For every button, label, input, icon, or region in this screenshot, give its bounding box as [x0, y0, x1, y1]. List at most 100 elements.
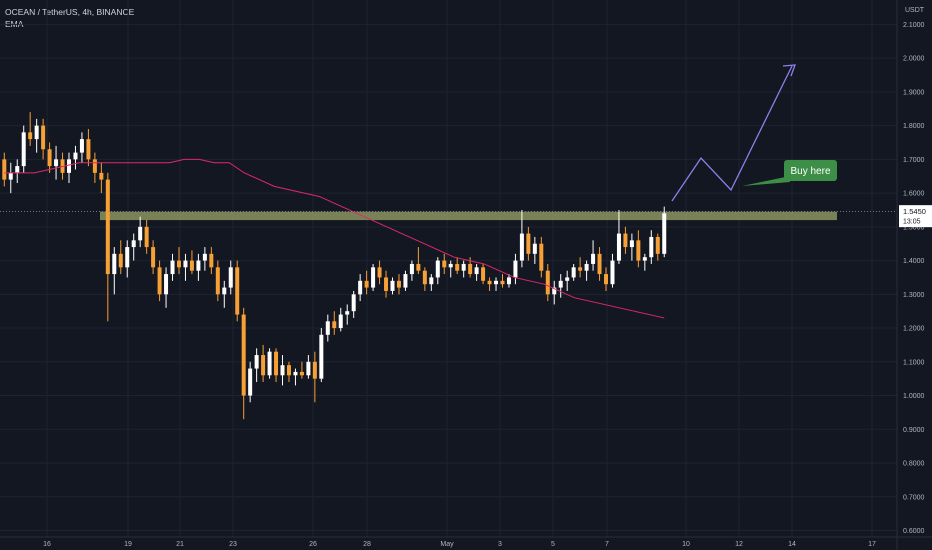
price-tick-label: 2.1000	[903, 22, 925, 29]
candle-body	[461, 263, 466, 271]
price-tick-label: 0.9000	[903, 427, 925, 434]
candle-body	[384, 277, 389, 291]
candle-body	[455, 263, 460, 271]
candle-body	[54, 159, 59, 167]
price-axis[interactable]: USDT 2.1000 2.0000 1.9000 1.8000 1.7000 1.6000…	[896, 0, 932, 550]
candle-body	[215, 267, 220, 295]
time-axis[interactable]: 16 19 21 23 26 28 May 3 5 7 10 12 14 17	[0, 536, 932, 548]
candle-body	[170, 260, 175, 275]
candle-body	[442, 260, 447, 268]
candle-body	[131, 240, 136, 248]
time-tick-label: May	[440, 541, 454, 548]
candle-body	[558, 280, 563, 288]
candle-body	[481, 267, 486, 281]
candle-body	[176, 260, 181, 268]
current-price-value: 1.5450	[903, 207, 926, 216]
candle-body	[2, 159, 7, 180]
price-tick-label: 1.9000	[903, 89, 925, 96]
candle-body	[15, 166, 20, 173]
candle-body	[416, 263, 421, 271]
candle-body	[487, 280, 492, 285]
candle-body	[254, 355, 259, 369]
candle-body	[138, 226, 143, 241]
candle-body	[209, 253, 214, 268]
candle-body	[28, 132, 33, 140]
buy-here-callout: Buy here	[742, 64, 837, 186]
candle-body	[616, 233, 621, 261]
candle-body	[183, 260, 188, 268]
candle-body	[396, 280, 401, 288]
candle-body	[34, 125, 39, 140]
candle-body	[164, 274, 169, 295]
candle-body	[92, 159, 97, 173]
time-tick-label: 19	[124, 541, 132, 548]
candle-body	[125, 247, 130, 268]
callout-box	[784, 160, 837, 181]
candle-body	[448, 263, 453, 268]
candle-body	[629, 240, 634, 248]
candle-body	[306, 361, 311, 376]
candle-body	[409, 263, 414, 275]
price-tick-label: 1.0000	[903, 393, 925, 400]
candle-body	[500, 280, 505, 285]
candle-body	[118, 253, 123, 268]
bar-countdown: 13:05	[903, 219, 921, 226]
symbol-title[interactable]: OCEAN / TetherUS, 4h, BINANCE	[5, 7, 135, 17]
candle-body	[565, 277, 570, 281]
candle-body	[157, 267, 162, 295]
price-tick-label: 0.7000	[903, 494, 925, 501]
candle-body	[332, 321, 337, 329]
resistance-zone	[100, 211, 837, 221]
candle-body	[41, 125, 46, 150]
price-tick-label: 1.8000	[903, 123, 925, 130]
candle-body	[345, 311, 350, 315]
price-tick-label: 1.6000	[903, 191, 925, 198]
candle-body	[222, 287, 227, 295]
candle-body	[571, 267, 576, 278]
candle-body	[597, 253, 602, 275]
candle-body	[67, 159, 71, 173]
candle-body	[86, 139, 91, 160]
resistance-zone-rect	[100, 211, 837, 221]
candle-body	[235, 267, 240, 315]
candle-body	[623, 233, 628, 248]
candle-body	[144, 226, 149, 248]
time-tick-label: 3	[498, 541, 502, 548]
candle-body	[545, 270, 550, 295]
candle-body	[494, 280, 499, 285]
candle-body	[519, 233, 524, 261]
price-tick-label: 1.2000	[903, 326, 925, 333]
candle-body	[286, 365, 291, 376]
candle-body	[319, 334, 324, 379]
candle-body	[468, 263, 473, 275]
price-tick-label: 2.0000	[903, 56, 925, 63]
price-tick-label: 1.1000	[903, 359, 925, 366]
candle-body	[662, 213, 667, 254]
candle-body	[267, 351, 272, 376]
candle-body	[422, 270, 427, 285]
candle-body	[506, 277, 511, 285]
candle-body	[655, 236, 660, 254]
candle-body	[325, 321, 330, 335]
candle-body	[351, 294, 356, 312]
candle-body	[526, 233, 531, 254]
time-tick-label: 10	[682, 541, 690, 548]
candle-body	[552, 287, 557, 295]
candle-body	[21, 132, 26, 167]
time-tick-label: 7	[605, 541, 609, 548]
time-tick-label: 28	[363, 541, 371, 548]
price-tick-label: 1.3000	[903, 292, 925, 299]
candle-body	[73, 152, 78, 160]
candle-body	[151, 247, 156, 268]
price-tick-label: 1.4000	[903, 258, 925, 265]
candle-body	[47, 149, 52, 167]
candle-body	[338, 314, 343, 329]
candle-body	[591, 253, 596, 264]
candle-body	[112, 253, 117, 275]
candle-body	[202, 253, 207, 261]
time-tick-label: 26	[309, 541, 317, 548]
candle-body	[610, 260, 615, 285]
candle-body	[241, 314, 246, 396]
